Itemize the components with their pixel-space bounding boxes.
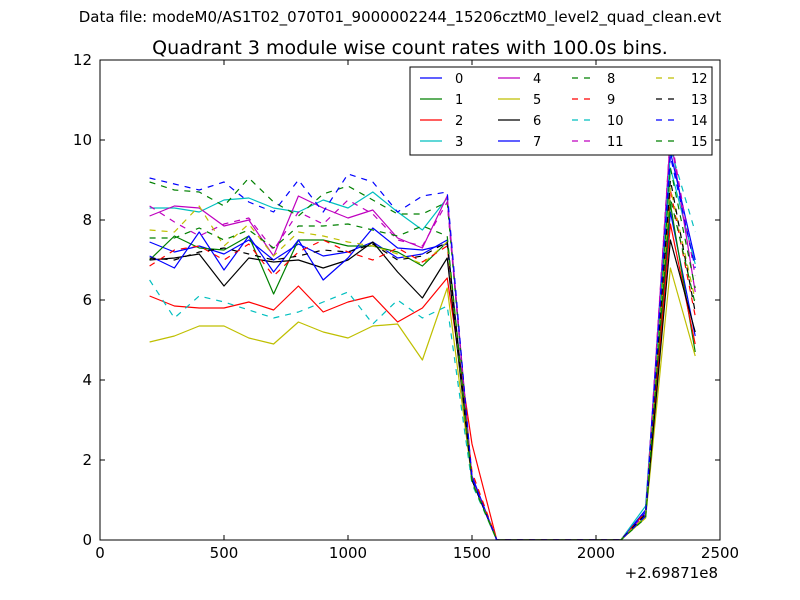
x-axis-offset-label: +2.69871e8 (625, 564, 718, 582)
legend-label: 8 (607, 72, 615, 87)
legend-label: 12 (691, 72, 708, 87)
series-layer (149, 133, 696, 540)
series-line-7 (149, 151, 696, 540)
y-tick-label: 4 (82, 371, 92, 389)
legend-label: 6 (533, 114, 541, 129)
y-tick-label: 2 (82, 451, 92, 469)
legend-label: 2 (455, 114, 463, 129)
legend-label: 7 (533, 135, 541, 150)
legend-item-0: 0 (420, 72, 463, 87)
series-line-9 (149, 189, 696, 540)
series-line-3 (149, 167, 696, 540)
series-line-0 (149, 211, 696, 540)
legend-item-1: 1 (420, 93, 463, 108)
legend-item-11: 11 (572, 135, 624, 150)
chart-title: Quadrant 3 module wise count rates with … (152, 37, 668, 59)
legend-item-7: 7 (498, 135, 541, 150)
legend-label: 9 (607, 93, 615, 108)
x-tick-label: 1000 (329, 544, 367, 562)
series-line-2 (149, 223, 696, 540)
legend-item-10: 10 (572, 114, 624, 129)
series-line-6 (149, 239, 696, 540)
legend-label: 11 (607, 135, 624, 150)
legend-label: 3 (455, 135, 463, 150)
legend-item-6: 6 (498, 114, 541, 129)
legend-label: 15 (691, 135, 708, 150)
legend-item-9: 9 (572, 93, 615, 108)
series-line-1 (149, 203, 696, 540)
y-tick-label: 10 (73, 131, 92, 149)
series-line-11 (149, 133, 696, 540)
x-tick-label: 500 (210, 544, 239, 562)
series-line-5 (149, 267, 696, 540)
y-tick-label: 0 (82, 531, 92, 549)
series-line-4 (149, 135, 696, 540)
legend-label: 14 (691, 114, 708, 129)
series-line-10 (149, 147, 696, 540)
legend-item-12: 12 (656, 72, 708, 87)
legend-label: 10 (607, 114, 624, 129)
legend-item-2: 2 (420, 114, 463, 129)
x-tick-label: 2500 (701, 544, 739, 562)
series-line-15 (149, 197, 696, 540)
legend-item-4: 4 (498, 72, 541, 87)
y-tick-label: 8 (82, 211, 92, 229)
x-tick-label: 0 (95, 544, 105, 562)
series-line-12 (149, 187, 696, 540)
legend-item-3: 3 (420, 135, 463, 150)
legend-label: 4 (533, 72, 541, 87)
legend-box (409, 66, 713, 156)
legend-label: 5 (533, 93, 541, 108)
y-tick-label: 6 (82, 291, 92, 309)
legend-item-14: 14 (656, 114, 708, 129)
y-tick-label: 12 (73, 51, 92, 69)
legend-label: 0 (455, 72, 463, 87)
legend-label: 13 (691, 93, 708, 108)
legend-item-13: 13 (656, 93, 708, 108)
series-line-14 (149, 155, 696, 540)
x-tick-label: 1500 (453, 544, 491, 562)
x-tick-label: 2000 (577, 544, 615, 562)
legend-item-5: 5 (498, 93, 541, 108)
legend-item-8: 8 (572, 72, 615, 87)
figure-suptitle: Data file: modeM0/AS1T02_070T01_90000022… (78, 8, 722, 26)
legend-label: 1 (455, 93, 463, 108)
legend-item-15: 15 (656, 135, 708, 150)
